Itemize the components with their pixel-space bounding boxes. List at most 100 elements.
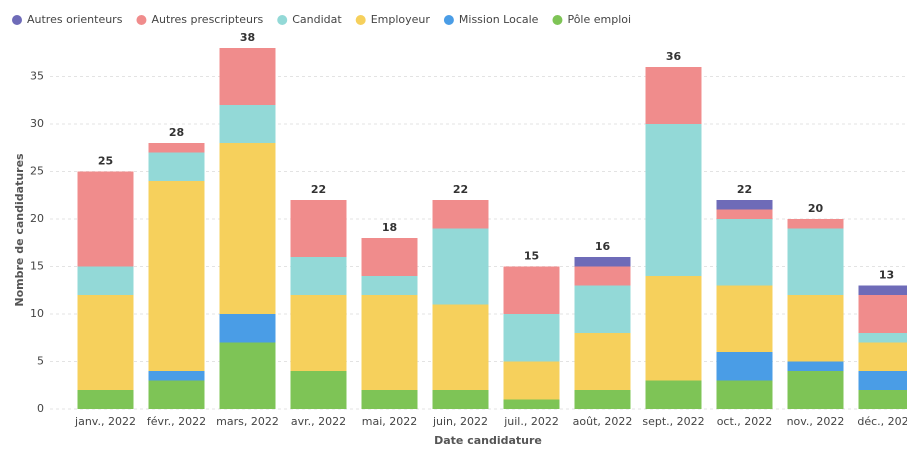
total-label: 13 [879, 269, 894, 282]
legend-swatch [277, 15, 288, 25]
bar-segment [574, 257, 631, 267]
bar-segment [716, 285, 773, 352]
legend-label: Autres prescripteurs [151, 13, 263, 26]
x-tick-label: avr., 2022 [291, 415, 346, 428]
bar-segment [219, 105, 276, 143]
bar-segment [361, 238, 418, 276]
y-tick-label: 10 [30, 307, 44, 320]
bar-segment [219, 314, 276, 343]
x-tick-label: juil., 2022 [503, 415, 559, 428]
bar-segment [77, 390, 134, 409]
bar-segment [432, 304, 489, 390]
bar-segment [361, 276, 418, 295]
bar-segment [858, 342, 907, 371]
bar-segment [503, 314, 560, 362]
total-label: 15 [524, 250, 539, 263]
bar-segment [361, 295, 418, 390]
legend-swatch [355, 15, 366, 25]
total-label: 22 [453, 183, 468, 196]
bar-segment [858, 390, 907, 409]
y-axis-title: Nombre de candidatures [13, 153, 26, 307]
total-label: 22 [737, 183, 752, 196]
x-axis-title: Date candidature [434, 434, 542, 447]
bar-segment [787, 371, 844, 409]
bar-segment [77, 171, 134, 267]
x-tick-label: févr., 2022 [147, 415, 206, 428]
bar-segment [716, 380, 773, 409]
legend-swatch [552, 15, 563, 25]
total-label: 22 [311, 183, 326, 196]
total-label: 25 [98, 155, 113, 168]
bar-segment [787, 295, 844, 362]
bar-segment [219, 342, 276, 409]
bar-segment [574, 285, 631, 333]
bar-segment [148, 380, 205, 409]
legend-label: Mission Locale [459, 13, 539, 26]
total-label: 20 [808, 202, 824, 215]
x-tick-label: sept., 2022 [642, 415, 704, 428]
bar-segment [645, 380, 702, 409]
bar-segment [645, 67, 702, 124]
y-tick-label: 20 [30, 212, 44, 225]
bar-segment [787, 361, 844, 371]
legend-swatch [443, 15, 454, 25]
x-tick-label: août, 2022 [573, 415, 633, 428]
bar-segment [574, 390, 631, 409]
bar-segment [503, 266, 560, 314]
y-tick-label: 25 [30, 165, 44, 178]
bar-segment [290, 200, 347, 257]
bar-segment [787, 219, 844, 229]
y-tick-label: 5 [37, 355, 44, 368]
legend-label: Candidat [292, 13, 342, 26]
bar-segment [290, 295, 347, 371]
bar-segment [148, 181, 205, 371]
legend-swatch [136, 15, 147, 25]
bar-segment [432, 228, 489, 305]
bar-segment [432, 390, 489, 409]
y-tick-label: 15 [30, 260, 44, 273]
bar-segment [219, 143, 276, 314]
y-tick-label: 30 [30, 117, 44, 130]
bar-segment [716, 200, 773, 210]
bar-segment [716, 209, 773, 219]
legend-label: Autres orienteurs [27, 13, 123, 26]
x-tick-label: mars, 2022 [216, 415, 279, 428]
x-tick-label: oct., 2022 [717, 415, 773, 428]
legend-label: Pôle emploi [567, 13, 631, 26]
legend-label: Employeur [371, 13, 431, 26]
x-tick-label: nov., 2022 [787, 415, 845, 428]
total-label: 16 [595, 240, 611, 253]
bar-segment [503, 361, 560, 400]
bar-segment [77, 266, 134, 295]
total-label: 28 [169, 126, 184, 139]
x-tick-label: mai, 2022 [362, 415, 418, 428]
bar-segment [432, 200, 489, 229]
x-tick-label: juin, 2022 [432, 415, 488, 428]
bar-segment [858, 285, 907, 295]
bar-segment [219, 48, 276, 105]
legend-swatch [12, 15, 22, 25]
bar-segment [645, 124, 702, 276]
bar-segment [716, 352, 773, 381]
bar-segment [148, 143, 205, 153]
y-tick-label: 35 [30, 70, 44, 83]
bar-segment [148, 152, 205, 181]
bar-segment [858, 333, 907, 343]
x-tick-label: déc., 2022 [857, 415, 907, 428]
total-label: 36 [666, 50, 682, 63]
bar-segment [361, 390, 418, 409]
total-label: 38 [240, 31, 255, 44]
bar-segment [716, 219, 773, 286]
bar-segment [574, 333, 631, 390]
bar-segment [77, 295, 134, 390]
bar-segment [148, 371, 205, 381]
total-label: 18 [382, 221, 397, 234]
bar-segment [858, 295, 907, 333]
bar-segment [290, 257, 347, 295]
x-tick-label: janv., 2022 [74, 415, 136, 428]
bar-segment [645, 276, 702, 381]
bar-segment [858, 371, 907, 390]
bar-segment [290, 371, 347, 409]
y-tick-label: 0 [37, 402, 44, 415]
